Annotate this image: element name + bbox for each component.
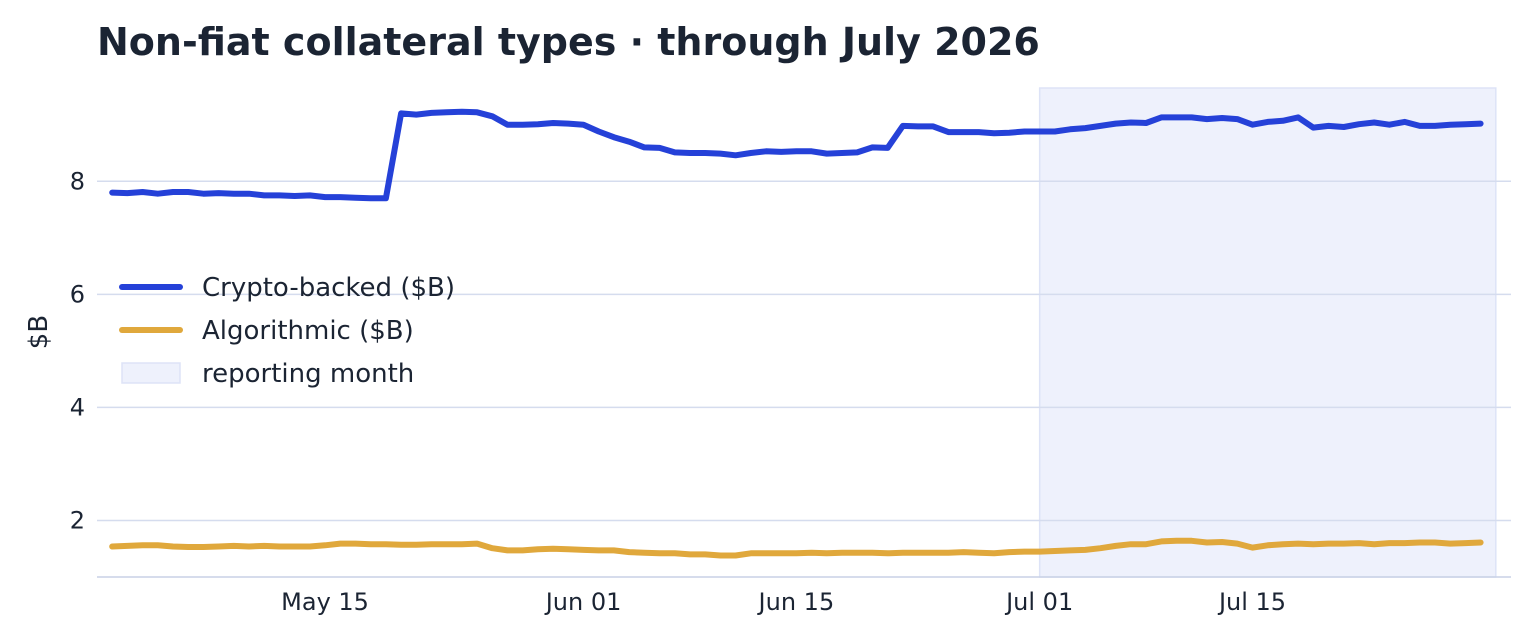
legend-label-reporting-month: reporting month	[202, 359, 414, 389]
y-tick-label: 2	[70, 506, 85, 534]
x-tick-label: Jun 01	[544, 588, 622, 616]
y-axis-label: $B	[24, 315, 54, 349]
legend-label-1: Algorithmic ($B)	[202, 316, 414, 346]
x-tick-label: Jul 01	[1004, 588, 1073, 616]
x-tick-label: Jul 15	[1217, 588, 1286, 616]
series-line-1	[109, 537, 1484, 559]
x-tick-label: May 15	[281, 588, 369, 616]
y-tick-label: 6	[70, 280, 85, 308]
series-line-0	[109, 108, 1484, 202]
legend-swatch-reporting-month	[121, 362, 181, 384]
legend-label-0: Crypto-backed ($B)	[202, 273, 455, 303]
x-tick-label: Jun 15	[757, 588, 835, 616]
reporting-month-band	[1038, 87, 1497, 578]
plot-area: 2 4 6 8 May 15 Jun 01 Jun 15 Jul 01 Jul 15	[70, 87, 1511, 616]
y-tick-label: 4	[70, 393, 85, 421]
legend: Crypto-backed ($B) Algorithmic ($B) report…	[119, 273, 455, 389]
y-tick-label: 8	[70, 167, 85, 195]
chart-title: Non-fiat collateral types · through July…	[97, 20, 1040, 64]
